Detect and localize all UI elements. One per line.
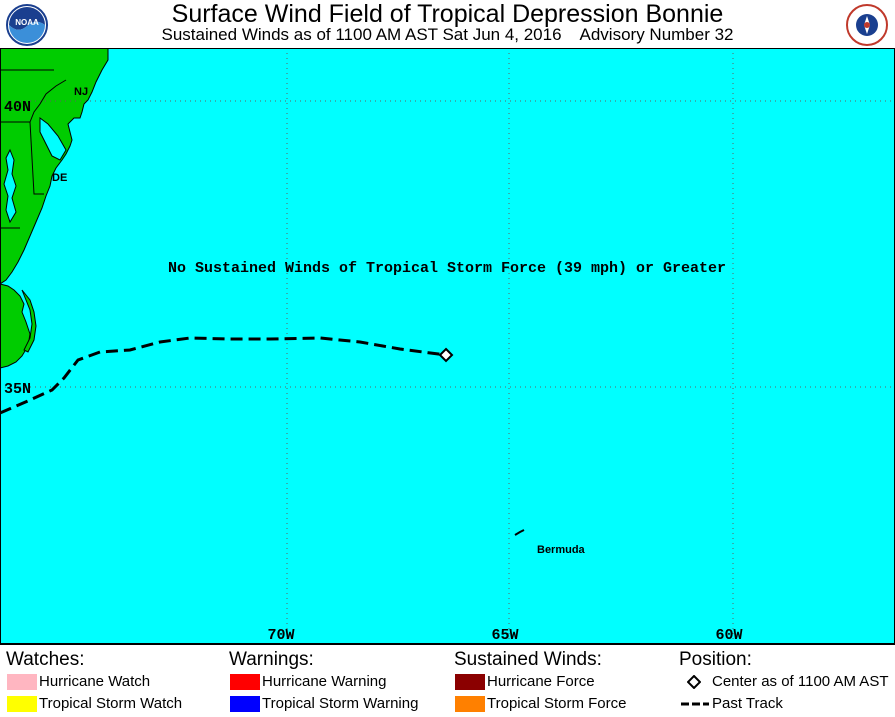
legend: Watches: Hurricane Watch Tropical Storm …: [0, 644, 895, 717]
legend-item-past-track: Past Track: [679, 693, 783, 715]
legend-warnings-heading: Warnings:: [229, 649, 314, 670]
map-subtitle: Sustained Winds as of 1100 AM AST Sat Ju…: [161, 25, 734, 44]
dashed-line-icon: [681, 702, 709, 706]
bay-water: [39, 117, 67, 161]
hurricane-force-swatch: [455, 674, 485, 690]
legend-winds: Sustained Winds: Hurricane Force Tropica…: [454, 649, 626, 715]
map-title: Surface Wind Field of Tropical Depressio…: [171, 0, 724, 28]
hurricane-warning-label: Hurricane Warning: [262, 673, 387, 690]
chesapeake-water: [3, 148, 17, 224]
tropical-storm-force-swatch: [455, 696, 485, 712]
legend-watches-heading: Watches:: [6, 649, 85, 670]
no-winds-message: No Sustained Winds of Tropical Storm For…: [168, 260, 726, 277]
legend-item-tropical-storm-watch: Tropical Storm Watch: [6, 693, 182, 715]
lat-label-40n: 40N: [4, 99, 31, 116]
outer-banks-land: [21, 289, 37, 353]
center-position-label: Center as of 1100 AM AST: [712, 673, 889, 690]
legend-item-hurricane-warning: Hurricane Warning: [229, 671, 387, 693]
legend-position: Position: Center as of 1100 AM AST Past …: [679, 649, 888, 715]
noaa-logo: NOAA: [6, 4, 48, 46]
legend-winds-heading: Sustained Winds:: [454, 649, 602, 670]
hurricane-watch-label: Hurricane Watch: [39, 673, 151, 690]
lon-label-60w: 60W: [715, 627, 742, 644]
legend-item-tropical-storm-warning: Tropical Storm Warning: [229, 693, 418, 715]
legend-item-hurricane-force: Hurricane Force: [454, 671, 602, 693]
past-track-label: Past Track: [712, 695, 783, 712]
lon-label-65w: 65W: [491, 627, 518, 644]
legend-item-hurricane-watch: Hurricane Watch: [6, 671, 150, 693]
state-label-nj: NJ: [74, 86, 88, 98]
hurricane-warning-swatch: [230, 674, 260, 690]
tropical-storm-force-label: Tropical Storm Force: [487, 695, 627, 712]
hurricane-force-label: Hurricane Force: [487, 673, 595, 690]
tropical-storm-warning-swatch: [230, 696, 260, 712]
bermuda-island: [514, 529, 525, 536]
state-label-de: DE: [52, 172, 67, 184]
lon-label-70w: 70W: [267, 627, 294, 644]
legend-item-tropical-storm-force: Tropical Storm Force: [454, 693, 626, 715]
legend-watches: Watches: Hurricane Watch Tropical Storm …: [6, 649, 182, 715]
diamond-icon: [687, 675, 701, 689]
tropical-storm-warning-label: Tropical Storm Warning: [262, 695, 419, 712]
graticule: [0, 48, 895, 644]
storm-center-diamond-icon: [438, 347, 454, 363]
carolina-coast-land: [0, 283, 31, 369]
ocean-area: [0, 48, 895, 644]
national-weather-service-logo: [846, 4, 888, 46]
northeast-coast-land: [0, 48, 109, 285]
wind-field-map: 40N 35N 70W 65W 60W NJ DE No Sustained W…: [0, 48, 895, 644]
tropical-storm-watch-label: Tropical Storm Watch: [39, 695, 183, 712]
svg-text:NOAA: NOAA: [15, 18, 39, 27]
header: NOAA Surface Wind Field of Tropical Depr…: [0, 0, 895, 48]
tropical-storm-watch-swatch: [7, 696, 37, 712]
place-label-bermuda: Bermuda: [537, 544, 586, 556]
legend-item-center: Center as of 1100 AM AST: [679, 671, 888, 693]
state-borders: [0, 69, 67, 229]
past-track-line: [0, 336, 447, 415]
hurricane-watch-swatch: [7, 674, 37, 690]
legend-position-heading: Position:: [679, 649, 752, 670]
lat-label-35n: 35N: [4, 381, 31, 398]
legend-warnings: Warnings: Hurricane Warning Tropical Sto…: [229, 649, 418, 715]
